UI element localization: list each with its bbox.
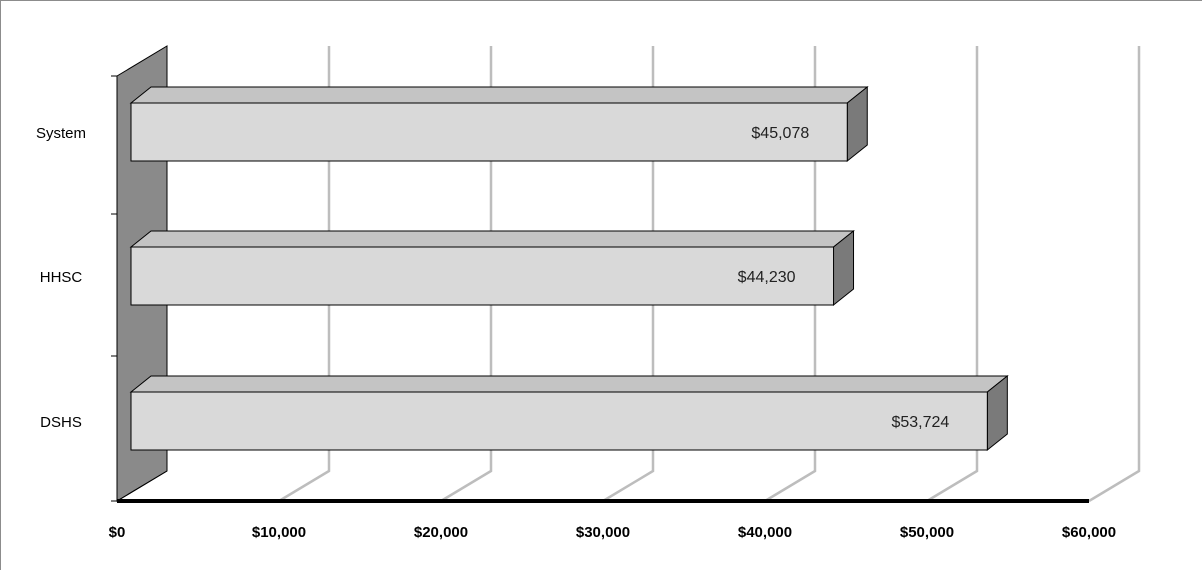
gridline — [1088, 46, 1141, 503]
gridline — [278, 46, 331, 503]
x-tick-label: $40,000 — [738, 524, 792, 541]
category-label: HHSC — [40, 269, 83, 286]
category-label: System — [36, 125, 86, 142]
x-tick-label: $30,000 — [576, 524, 630, 541]
x-tick-label: $20,000 — [414, 524, 468, 541]
bar-top-face — [129, 375, 1009, 393]
bar-top-face — [129, 86, 869, 104]
gridline — [926, 46, 979, 503]
floor-edge — [116, 470, 168, 502]
bar-top-face — [129, 230, 855, 248]
data-label: $45,078 — [751, 125, 809, 142]
category-label: DSHS — [40, 414, 82, 431]
x-tick-label: $10,000 — [252, 524, 306, 541]
x-tick-label: $50,000 — [900, 524, 954, 541]
data-label: $53,724 — [891, 414, 949, 431]
gridline — [440, 46, 493, 503]
gridline — [764, 46, 817, 503]
bar — [130, 391, 988, 451]
gridline — [602, 46, 655, 503]
bar — [130, 246, 835, 306]
x-tick-label: $0 — [109, 524, 126, 541]
bar — [130, 102, 848, 162]
x-tick-label: $60,000 — [1062, 524, 1116, 541]
data-label: $44,230 — [738, 269, 796, 286]
